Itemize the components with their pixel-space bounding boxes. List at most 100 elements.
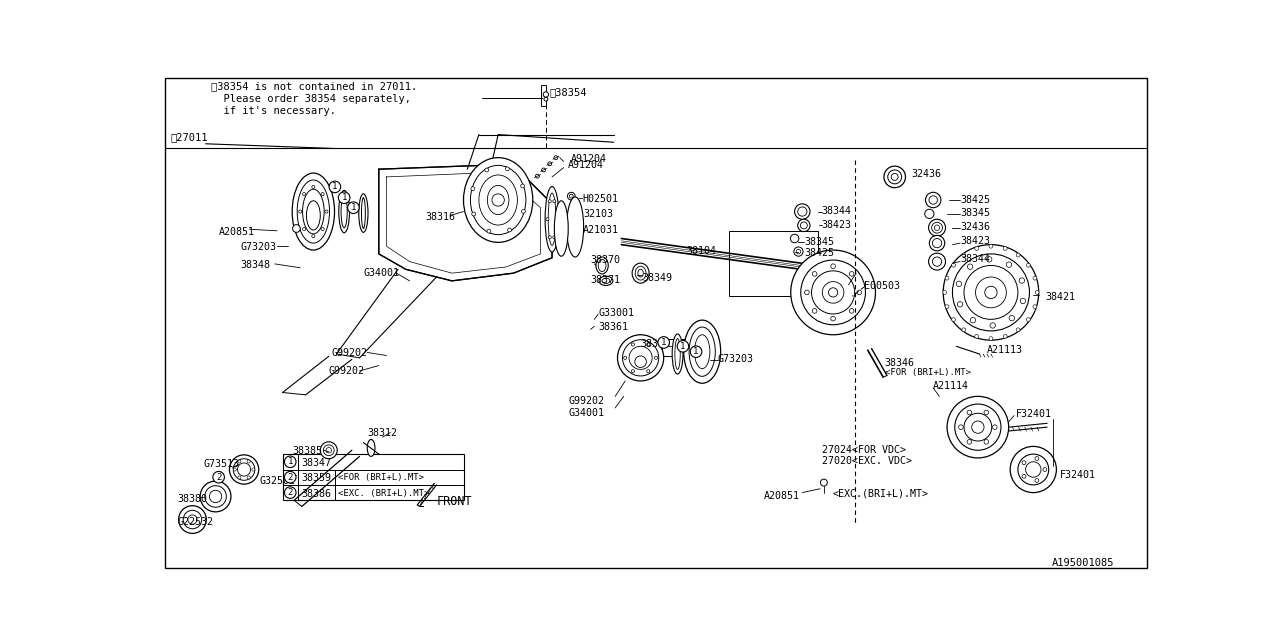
Circle shape: [284, 456, 296, 468]
Circle shape: [964, 266, 1018, 319]
Circle shape: [955, 404, 1001, 451]
Circle shape: [554, 156, 558, 159]
Ellipse shape: [599, 276, 613, 285]
Circle shape: [247, 476, 250, 479]
Circle shape: [1016, 253, 1020, 257]
Circle shape: [831, 316, 836, 321]
Text: 2: 2: [288, 488, 293, 497]
Circle shape: [252, 468, 255, 471]
Ellipse shape: [297, 180, 329, 243]
Circle shape: [820, 479, 827, 486]
Circle shape: [1025, 462, 1041, 477]
Bar: [283, 454, 463, 500]
Ellipse shape: [622, 340, 659, 376]
Circle shape: [959, 425, 964, 429]
Circle shape: [544, 97, 548, 101]
Text: 27020<EXC. VDC>: 27020<EXC. VDC>: [822, 456, 911, 466]
Text: FRONT: FRONT: [436, 495, 472, 508]
Circle shape: [302, 227, 306, 230]
Circle shape: [1036, 479, 1039, 483]
Circle shape: [302, 193, 306, 196]
Text: 27024<FOR VDC>: 27024<FOR VDC>: [822, 445, 905, 455]
Circle shape: [1004, 246, 1007, 250]
Circle shape: [553, 200, 556, 203]
Polygon shape: [379, 165, 552, 281]
Ellipse shape: [598, 259, 605, 271]
Circle shape: [677, 340, 689, 352]
Ellipse shape: [635, 356, 646, 367]
Text: <EXC.(BRI+L).MT>: <EXC.(BRI+L).MT>: [833, 489, 929, 499]
Text: F32401: F32401: [1016, 410, 1052, 419]
Text: 32103: 32103: [582, 209, 613, 220]
Text: A21113: A21113: [987, 345, 1023, 355]
Text: G33001: G33001: [598, 308, 635, 318]
Circle shape: [943, 244, 1038, 340]
Ellipse shape: [233, 459, 255, 480]
Circle shape: [828, 288, 837, 297]
Circle shape: [212, 472, 224, 483]
Circle shape: [486, 229, 490, 233]
Text: <EXC. (BRI+L).MT>: <EXC. (BRI+L).MT>: [338, 489, 429, 498]
Text: A195001085: A195001085: [1052, 558, 1114, 568]
Text: 38345: 38345: [960, 208, 991, 218]
Circle shape: [791, 250, 876, 335]
Text: 38316: 38316: [425, 212, 454, 221]
Ellipse shape: [306, 201, 320, 230]
Ellipse shape: [302, 189, 324, 234]
Ellipse shape: [548, 193, 556, 245]
Circle shape: [1010, 447, 1056, 493]
Ellipse shape: [361, 198, 365, 228]
Ellipse shape: [684, 320, 721, 383]
Circle shape: [992, 425, 997, 429]
Ellipse shape: [928, 253, 946, 270]
Circle shape: [957, 301, 963, 307]
Text: 38349: 38349: [643, 273, 672, 283]
Circle shape: [348, 202, 360, 214]
Circle shape: [553, 236, 556, 239]
Text: A20851: A20851: [219, 227, 255, 237]
Ellipse shape: [320, 442, 337, 459]
Circle shape: [293, 225, 301, 232]
Text: A21031: A21031: [582, 225, 618, 236]
Ellipse shape: [545, 186, 559, 252]
Text: G34001: G34001: [570, 408, 605, 418]
Text: <FOR (BRI+L).MT>: <FOR (BRI+L).MT>: [338, 474, 424, 483]
Circle shape: [521, 184, 525, 188]
Circle shape: [812, 271, 855, 314]
Circle shape: [984, 286, 997, 298]
Text: F32401: F32401: [1060, 470, 1096, 479]
Circle shape: [850, 271, 854, 276]
Text: if it's necessary.: if it's necessary.: [211, 106, 335, 116]
Circle shape: [1027, 317, 1030, 321]
Circle shape: [943, 291, 947, 294]
Ellipse shape: [884, 166, 905, 188]
Ellipse shape: [596, 257, 608, 274]
Text: 38361: 38361: [598, 322, 628, 332]
Circle shape: [975, 277, 1006, 308]
Circle shape: [822, 282, 844, 303]
Circle shape: [508, 228, 512, 232]
Text: 1: 1: [333, 182, 338, 191]
Bar: [540, 84, 545, 106]
Ellipse shape: [229, 455, 259, 484]
Circle shape: [312, 235, 315, 237]
Text: 38359: 38359: [301, 474, 332, 483]
Ellipse shape: [617, 335, 664, 381]
Circle shape: [805, 290, 809, 294]
Circle shape: [956, 281, 961, 287]
Text: 1: 1: [680, 342, 686, 351]
Ellipse shape: [324, 445, 334, 456]
Ellipse shape: [479, 175, 517, 225]
Text: 2: 2: [288, 473, 293, 482]
Circle shape: [238, 460, 241, 463]
Circle shape: [325, 210, 328, 213]
Text: 38370: 38370: [590, 255, 621, 266]
Ellipse shape: [675, 339, 680, 369]
Circle shape: [329, 181, 340, 193]
Circle shape: [205, 486, 227, 508]
Circle shape: [984, 410, 988, 415]
Text: 2: 2: [216, 473, 221, 482]
Circle shape: [646, 370, 650, 372]
Circle shape: [631, 370, 635, 372]
Circle shape: [968, 440, 972, 444]
